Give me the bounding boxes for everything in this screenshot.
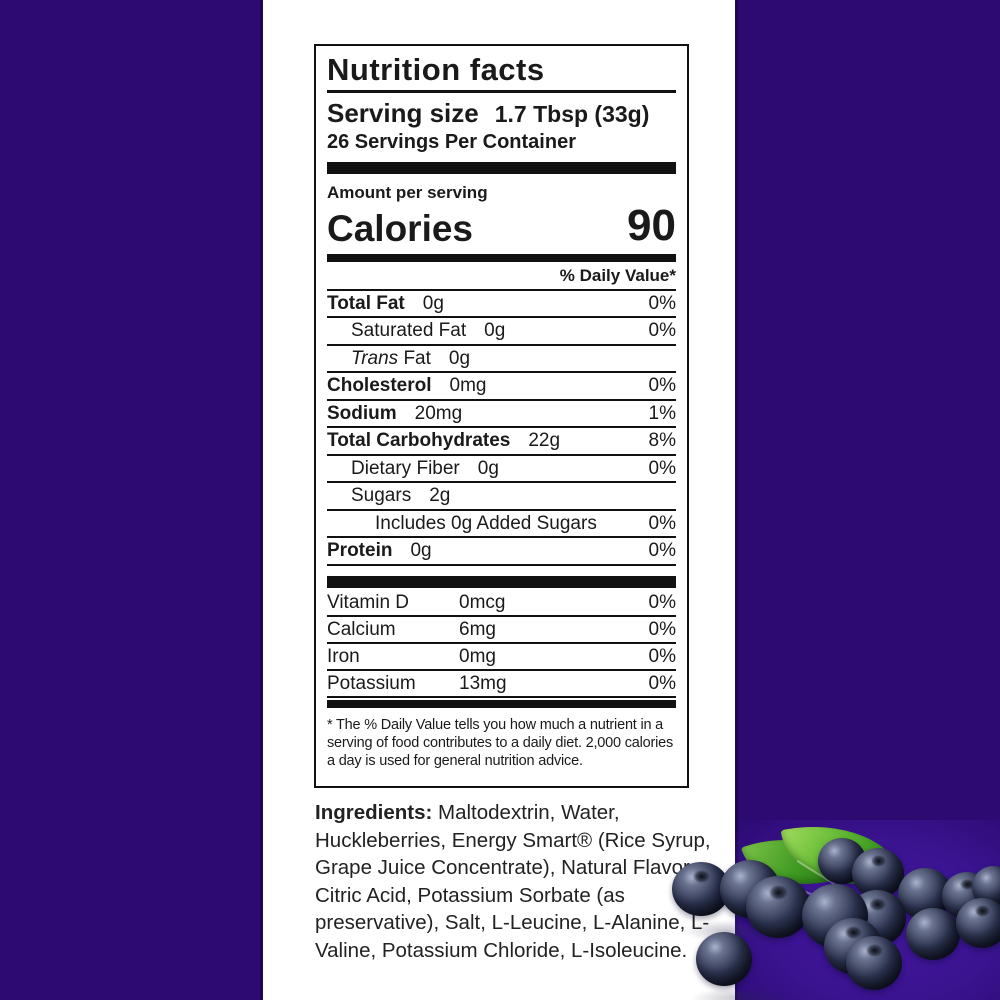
nutrient-row: Dietary Fiber 0g 0% (327, 456, 676, 484)
nutrient-daily-value: 0% (648, 375, 676, 397)
vitamin-daily-value: 0% (648, 618, 676, 640)
vitamin-amount: 13mg (459, 672, 507, 694)
thick-divider (327, 575, 676, 588)
nutrient-daily-value: 0% (648, 540, 676, 562)
calories-label: Calories (327, 207, 474, 249)
nutrition-facts-label: Nutrition facts Serving size 1.7 Tbsp (3… (314, 44, 689, 788)
calories-row: Calories 90 (327, 200, 676, 250)
nutrient-name: Sodium (327, 402, 397, 424)
ingredients-label: Ingredients: (315, 801, 433, 824)
vitamin-daily-value: 0% (648, 672, 676, 694)
nutrient-row: Saturated Fat 0g 0% (327, 318, 676, 346)
nutrient-name: Total Fat (327, 292, 405, 314)
vitamin-daily-value: 0% (648, 645, 676, 667)
berry-shadow (682, 920, 772, 942)
nutrient-daily-value: 1% (648, 402, 676, 424)
vitamin-daily-value: 0% (648, 591, 676, 613)
vitamin-row: Iron 0mg 0% (327, 644, 676, 671)
nutrient-amount: 0g (448, 347, 471, 369)
blueberry (696, 932, 752, 986)
vitamin-name: Potassium (327, 672, 416, 694)
nutrient-amount: 0g (410, 540, 432, 562)
nutrient-row: Sodium 20mg 1% (327, 401, 676, 429)
vitamin-row: Vitamin D 0mcg 0% (327, 590, 676, 617)
vitamin-amount: 6mg (459, 618, 496, 640)
vitamin-row: Calcium 6mg 0% (327, 617, 676, 644)
nutrient-name: Cholesterol (327, 375, 432, 397)
nutrient-name: Trans Fat (351, 347, 431, 369)
nutrient-name: Dietary Fiber (351, 457, 460, 479)
nutrient-table: Total Fat 0g 0% Saturated Fat 0g 0% Trans Fat 0… (327, 291, 676, 566)
vitamin-name: Vitamin D (327, 591, 410, 613)
vitamin-name: Calcium (327, 618, 396, 640)
nutrient-name: Total Carbohydrates (327, 430, 511, 452)
amount-per-serving: Amount per serving (327, 182, 488, 202)
blueberry (956, 898, 1000, 948)
blueberries-illustration (672, 810, 1000, 1000)
vitamin-table: Vitamin D 0mcg 0% Calcium 6mg 0% Iron 0mg 0% Pota… (327, 590, 676, 698)
nutrient-daily-value: 0% (648, 457, 676, 479)
daily-value-header: % Daily Value* (327, 262, 676, 291)
nutrient-amount: 0g (477, 457, 499, 479)
serving-size-label: Serving size (327, 97, 479, 128)
nutrient-name: Saturated Fat (351, 320, 467, 342)
nutrient-row: Sugars 2g (327, 483, 676, 511)
nutrient-amount: 0g (422, 292, 444, 314)
nutrient-name: Protein (327, 540, 393, 562)
nutrient-row: Includes 0g Added Sugars 0% (327, 511, 676, 539)
nutrient-name: Includes 0g Added Sugars (375, 512, 597, 534)
thick-divider (327, 699, 676, 708)
vitamin-amount: 0mg (459, 645, 496, 667)
divider (327, 89, 676, 93)
nutrient-row: Trans Fat 0g (327, 346, 676, 374)
blueberry (906, 908, 960, 960)
blueberry (846, 936, 902, 990)
nutrient-amount: 0mg (449, 375, 487, 397)
vitamin-row: Potassium 13mg 0% (327, 671, 676, 698)
blueberry (746, 876, 810, 938)
vitamin-amount: 0mcg (459, 591, 506, 613)
nutrient-amount: 22g (528, 430, 561, 452)
serving-size-value: 1.7 Tbsp (33g) (494, 100, 650, 127)
nutrient-daily-value: 8% (648, 430, 676, 452)
servings-per-container: 26 Servings Per Container (327, 130, 576, 153)
nutrient-daily-value: 0% (648, 512, 676, 534)
thick-divider (327, 253, 676, 262)
serving-size-row: Serving size 1.7 Tbsp (33g) (327, 98, 676, 129)
nutrient-row: Cholesterol 0mg 0% (327, 373, 676, 401)
blueberry (672, 862, 730, 916)
nutrient-amount: 20mg (414, 402, 463, 424)
nutrient-daily-value: 0% (648, 320, 676, 342)
blueberry (852, 848, 904, 898)
label-title: Nutrition facts (327, 52, 545, 87)
ingredients-text: Ingredients: Maltodextrin, Water, Huckle… (315, 799, 729, 964)
nutrient-daily-value: 0% (648, 292, 676, 314)
berry-shadow (690, 988, 790, 1000)
vitamin-name: Iron (327, 645, 360, 667)
nutrient-row: Total Fat 0g 0% (327, 291, 676, 319)
calories-value: 90 (627, 200, 676, 250)
ingredients-list: Maltodextrin, Water, Huckleberries, Ener… (315, 801, 711, 962)
nutrient-row: Total Carbohydrates 22g 8% (327, 428, 676, 456)
daily-value-footnote: * The % Daily Value tells you how much a… (327, 716, 674, 769)
nutrient-row: Protein 0g 0% (327, 538, 676, 566)
nutrient-name: Sugars (351, 485, 412, 507)
left-purple-bar (0, 0, 263, 1000)
nutrient-amount: 2g (429, 485, 451, 507)
thick-divider (327, 161, 676, 174)
nutrient-amount: 0g (484, 320, 506, 342)
